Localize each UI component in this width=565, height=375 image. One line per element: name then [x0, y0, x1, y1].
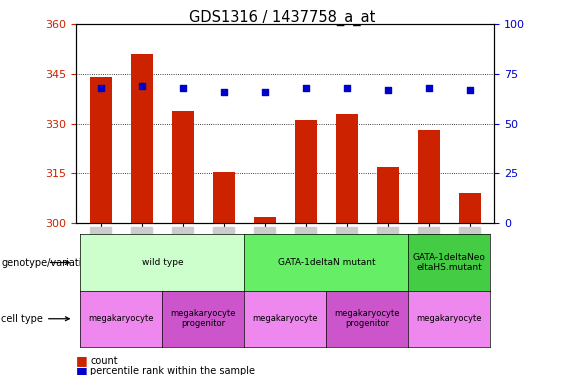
Text: megakaryocyte: megakaryocyte	[253, 314, 318, 323]
Text: megakaryocyte
progenitor: megakaryocyte progenitor	[334, 309, 400, 328]
Point	[97, 85, 106, 91]
Point	[383, 87, 392, 93]
Text: megakaryocyte: megakaryocyte	[89, 314, 154, 323]
Text: percentile rank within the sample: percentile rank within the sample	[90, 366, 255, 375]
Point	[465, 87, 474, 93]
Point	[137, 83, 146, 89]
Text: genotype/variation: genotype/variation	[1, 258, 94, 267]
Text: ■: ■	[76, 354, 88, 367]
Text: megakaryocyte
progenitor: megakaryocyte progenitor	[171, 309, 236, 328]
Bar	[418, 130, 440, 223]
Text: cell type: cell type	[1, 314, 69, 324]
Bar	[131, 54, 153, 223]
Point	[301, 85, 310, 91]
Bar	[212, 172, 235, 223]
Bar	[294, 120, 317, 223]
Point	[179, 85, 188, 91]
Text: GDS1316 / 1437758_a_at: GDS1316 / 1437758_a_at	[189, 9, 376, 26]
Point	[342, 85, 351, 91]
Bar	[376, 167, 399, 223]
Point	[424, 85, 433, 91]
Bar	[254, 216, 276, 223]
Text: count: count	[90, 356, 118, 366]
Text: wild type: wild type	[142, 258, 183, 267]
Point	[219, 89, 228, 95]
Text: GATA-1deltaN mutant: GATA-1deltaN mutant	[277, 258, 375, 267]
Text: ■: ■	[76, 365, 88, 375]
Point	[260, 89, 270, 95]
Text: GATA-1deltaNeo
eltaHS.mutant: GATA-1deltaNeo eltaHS.mutant	[413, 253, 486, 272]
Bar	[172, 111, 194, 223]
Text: megakaryocyte: megakaryocyte	[416, 314, 482, 323]
Bar	[336, 114, 358, 223]
Bar	[90, 77, 112, 223]
Bar	[459, 194, 481, 223]
